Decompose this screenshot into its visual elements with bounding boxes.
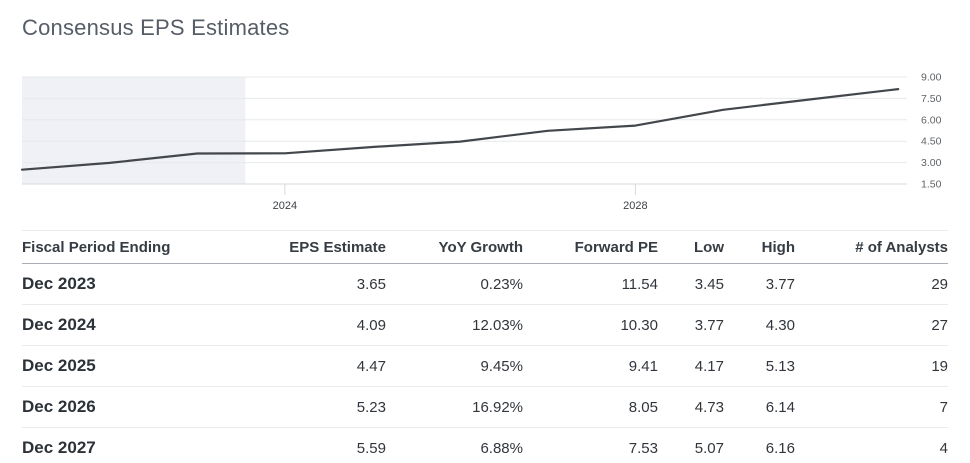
x-axis-tick-label: 2024 — [273, 200, 297, 212]
value-cell: 29 — [931, 275, 948, 293]
value-cell: 3.45 — [694, 275, 724, 293]
fiscal-period-cell: Dec 2024 — [22, 315, 96, 334]
value-cell: 19 — [931, 357, 948, 375]
value-cell: 7 — [939, 398, 948, 416]
table-header-row: Fiscal Period Ending EPS Estimate YoY Grow… — [22, 230, 948, 264]
column-header-low: Low — [694, 238, 724, 256]
value-cell: 4 — [939, 439, 948, 457]
fiscal-period-cell: Dec 2023 — [22, 274, 96, 293]
value-cell: 4.73 — [694, 398, 724, 416]
eps-estimates-chart: 2024 2028 1.50 3.00 4.50 6.00 7.50 9.00 — [0, 64, 970, 214]
value-cell: 3.77 — [694, 316, 724, 334]
y-axis-tick-label: 9.00 — [921, 72, 942, 84]
value-cell: 0.23% — [480, 275, 523, 293]
value-cell: 4.17 — [694, 357, 724, 375]
value-cell: 3.77 — [765, 275, 795, 293]
value-cell: 5.59 — [356, 439, 386, 457]
y-axis-tick-label: 6.00 — [921, 114, 942, 126]
fiscal-period-cell: Dec 2025 — [22, 356, 96, 375]
value-cell: 12.03% — [472, 316, 523, 334]
value-cell: 4.47 — [356, 357, 386, 375]
column-header-forward-pe: Forward PE — [574, 238, 658, 256]
y-axis-tick-label: 7.50 — [921, 93, 942, 105]
fiscal-period-cell: Dec 2027 — [22, 438, 96, 457]
value-cell: 5.07 — [694, 439, 724, 457]
column-header-eps-estimate: EPS Estimate — [289, 238, 386, 256]
estimates-table: Fiscal Period Ending EPS Estimate YoY Grow… — [22, 230, 948, 463]
value-cell: 6.88% — [480, 439, 523, 457]
column-header-of-analysts: # of Analysts — [855, 238, 948, 256]
eps-estimate-line — [20, 88, 900, 171]
y-axis-tick-label: 1.50 — [921, 179, 942, 191]
value-cell: 6.14 — [765, 398, 795, 416]
value-cell: 8.05 — [628, 398, 658, 416]
consensus-eps-panel: Consensus EPS Estimates 2024 2028 1.50 3.00… — [0, 14, 970, 463]
value-cell: 11.54 — [621, 275, 658, 293]
value-cell: 3.65 — [356, 275, 386, 293]
value-cell: 9.41 — [628, 357, 658, 375]
value-cell: 9.45% — [480, 357, 523, 375]
table-row-dec-2026: Dec 2026 5.23 16.92% 8.05 4.73 6.14 7 — [22, 387, 948, 428]
value-cell: 5.13 — [765, 357, 795, 375]
value-cell: 16.92% — [472, 398, 523, 416]
value-cell: 6.16 — [765, 439, 795, 457]
eps-estimates-chart-svg: 2024 2028 1.50 3.00 4.50 6.00 7.50 9.00 — [20, 72, 942, 212]
table-row-dec-2027: Dec 2027 5.59 6.88% 7.53 5.07 6.16 4 — [22, 428, 948, 463]
column-header-yoy-growth: YoY Growth — [438, 238, 523, 256]
value-cell: 7.53 — [628, 439, 658, 457]
value-cell: 27 — [931, 316, 948, 334]
value-cell: 5.23 — [356, 398, 386, 416]
page-title: Consensus EPS Estimates — [22, 15, 290, 40]
column-header-fiscal-period-ending: Fiscal Period Ending — [22, 238, 171, 256]
table-row-dec-2024: Dec 2024 4.09 12.03% 10.30 3.77 4.30 27 — [22, 305, 948, 346]
y-axis-tick-label: 4.50 — [921, 136, 942, 148]
value-cell: 4.30 — [765, 316, 795, 334]
column-header-high: High — [761, 238, 795, 256]
fiscal-period-cell: Dec 2026 — [22, 397, 96, 416]
table-row-dec-2023: Dec 2023 3.65 0.23% 11.54 3.45 3.77 29 — [22, 264, 948, 305]
value-cell: 4.09 — [356, 316, 386, 334]
x-axis-tick-label: 2028 — [623, 200, 647, 212]
y-axis-tick-label: 3.00 — [921, 157, 942, 169]
table-row-dec-2025: Dec 2025 4.47 9.45% 9.41 4.17 5.13 19 — [22, 346, 948, 387]
value-cell: 10.30 — [620, 316, 658, 334]
